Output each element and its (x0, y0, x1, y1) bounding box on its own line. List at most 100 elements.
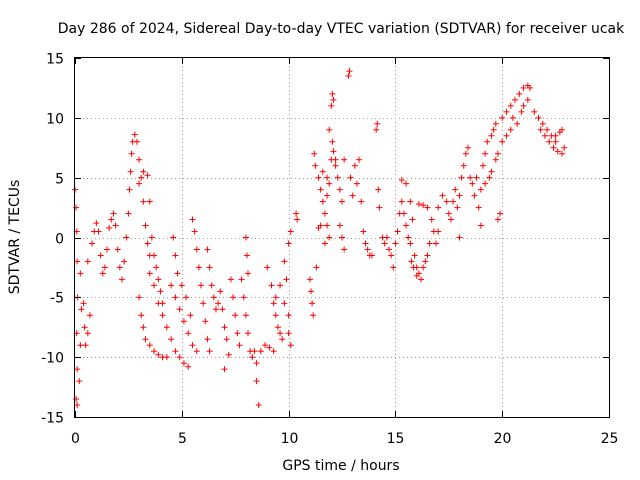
data-point (287, 228, 294, 235)
data-point (274, 324, 281, 331)
x-tick-label: 25 (601, 431, 619, 447)
data-point (435, 204, 442, 211)
data-point (242, 312, 249, 319)
data-point (174, 270, 181, 277)
data-point (80, 300, 87, 307)
data-point (541, 132, 548, 139)
x-tick-label: 15 (387, 431, 405, 447)
y-tick-label: -10 (41, 351, 64, 367)
data-point (405, 234, 412, 241)
data-point (407, 198, 414, 205)
data-point (133, 138, 140, 145)
data-point (95, 228, 102, 235)
data-point (520, 102, 527, 109)
data-point (326, 180, 333, 187)
data-point (225, 351, 232, 358)
data-point (420, 264, 427, 271)
data-point (77, 270, 84, 277)
data-point (341, 156, 348, 163)
data-point (447, 216, 454, 223)
data-point (330, 96, 337, 103)
data-point (347, 174, 354, 181)
x-tick-label: 5 (178, 431, 187, 447)
data-point (153, 264, 160, 271)
data-point (477, 186, 484, 193)
data-point (332, 162, 339, 169)
data-point (494, 216, 501, 223)
data-point (509, 114, 516, 121)
data-point (552, 132, 559, 139)
y-tick-label: 0 (55, 232, 64, 248)
data-point (198, 282, 205, 289)
data-point (398, 198, 405, 205)
data-points (72, 68, 568, 409)
y-tick-label: 15 (46, 52, 64, 68)
data-point (408, 258, 415, 265)
data-point (81, 324, 88, 331)
data-point (255, 402, 262, 409)
data-point (403, 180, 410, 187)
data-point (116, 264, 123, 271)
data-point (180, 360, 187, 367)
data-point (112, 222, 119, 229)
data-point (99, 270, 106, 277)
data-point (178, 282, 185, 289)
data-point (281, 258, 288, 265)
y-tick-label: 5 (55, 172, 64, 188)
data-point (432, 240, 439, 247)
data-point (418, 276, 425, 283)
data-point (210, 294, 217, 301)
data-point (346, 68, 353, 75)
data-point (78, 306, 85, 313)
data-point (326, 234, 333, 241)
data-point (409, 216, 416, 223)
data-point (136, 180, 143, 187)
data-point (187, 312, 194, 319)
data-point (110, 210, 117, 217)
data-point (475, 204, 482, 211)
data-point (97, 252, 104, 259)
data-point (497, 210, 504, 217)
data-point (452, 186, 459, 193)
data-point (321, 210, 328, 217)
data-point (151, 282, 158, 289)
data-point (360, 228, 367, 235)
data-point (514, 120, 521, 127)
data-point (324, 192, 331, 199)
data-point (189, 342, 196, 349)
data-point (104, 246, 111, 253)
data-point (552, 138, 559, 145)
data-point (293, 210, 300, 217)
data-point (73, 396, 80, 403)
data-point (270, 300, 277, 307)
data-point (426, 240, 433, 247)
data-point (279, 336, 286, 343)
data-point (388, 252, 395, 259)
data-point (321, 240, 328, 247)
data-point (146, 270, 153, 277)
data-point (546, 138, 553, 145)
data-point (272, 312, 279, 319)
data-point (151, 348, 158, 355)
data-point (193, 348, 200, 355)
data-point (554, 148, 561, 155)
data-point (339, 234, 345, 241)
data-point (172, 294, 179, 301)
data-point (383, 234, 390, 241)
data-point (195, 264, 202, 271)
data-point (101, 264, 108, 271)
data-point (329, 90, 336, 97)
data-point (191, 228, 198, 235)
data-point (148, 234, 155, 241)
data-point (114, 246, 121, 253)
data-point (479, 162, 486, 169)
data-point (144, 172, 151, 179)
y-tick-label: 10 (46, 112, 64, 128)
data-point (374, 120, 381, 127)
data-point (477, 222, 484, 229)
data-point (89, 240, 96, 247)
data-point (146, 198, 153, 205)
data-point (163, 324, 170, 331)
data-point (524, 96, 531, 103)
data-point (253, 378, 260, 385)
